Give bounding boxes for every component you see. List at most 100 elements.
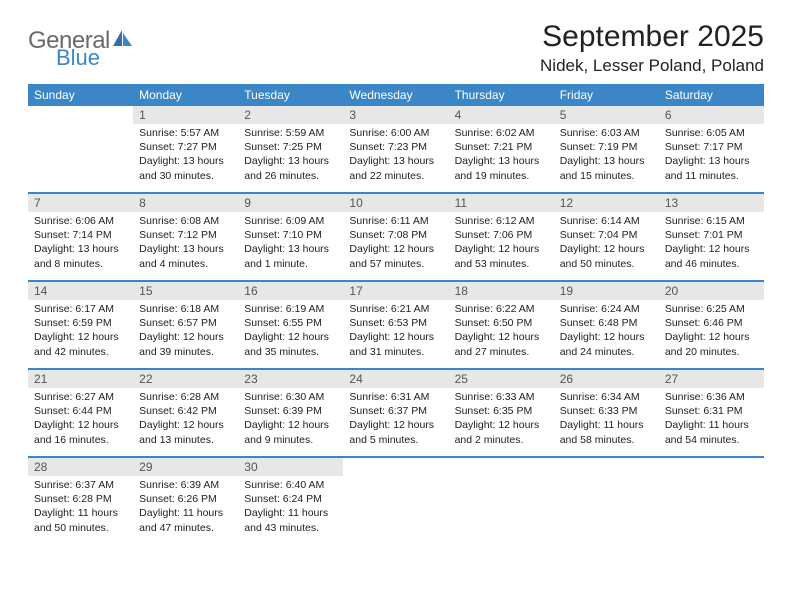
day-number: 29 (133, 458, 238, 476)
cell-line: Daylight: 12 hours (665, 330, 758, 344)
weekday-header: Monday (133, 84, 238, 106)
day-number (28, 106, 133, 124)
day-number (343, 458, 448, 476)
day-number: 16 (238, 282, 343, 300)
calendar-cell: 21Sunrise: 6:27 AMSunset: 6:44 PMDayligh… (28, 370, 133, 456)
day-number: 19 (554, 282, 659, 300)
cell-line: Daylight: 13 hours (139, 242, 232, 256)
cell-line: Daylight: 12 hours (560, 330, 653, 344)
cell-body: Sunrise: 6:15 AMSunset: 7:01 PMDaylight:… (659, 212, 764, 277)
cell-line: Sunset: 6:57 PM (139, 316, 232, 330)
calendar-body: 1Sunrise: 5:57 AMSunset: 7:27 PMDaylight… (28, 106, 764, 544)
cell-body (659, 476, 764, 484)
cell-body: Sunrise: 6:39 AMSunset: 6:26 PMDaylight:… (133, 476, 238, 541)
cell-line: Sunset: 6:48 PM (560, 316, 653, 330)
location-subtitle: Nidek, Lesser Poland, Poland (540, 56, 764, 76)
day-number: 3 (343, 106, 448, 124)
calendar-cell: 25Sunrise: 6:33 AMSunset: 6:35 PMDayligh… (449, 370, 554, 456)
calendar-cell: 15Sunrise: 6:18 AMSunset: 6:57 PMDayligh… (133, 282, 238, 368)
cell-body: Sunrise: 6:30 AMSunset: 6:39 PMDaylight:… (238, 388, 343, 453)
day-number: 2 (238, 106, 343, 124)
cell-line: Daylight: 13 hours (139, 154, 232, 168)
cell-line: Daylight: 12 hours (665, 242, 758, 256)
cell-line: Sunset: 7:04 PM (560, 228, 653, 242)
weekday-header: Friday (554, 84, 659, 106)
weekday-header: Thursday (449, 84, 554, 106)
cell-body: Sunrise: 6:33 AMSunset: 6:35 PMDaylight:… (449, 388, 554, 453)
cell-body: Sunrise: 6:19 AMSunset: 6:55 PMDaylight:… (238, 300, 343, 365)
cell-body: Sunrise: 6:08 AMSunset: 7:12 PMDaylight:… (133, 212, 238, 277)
cell-line: and 5 minutes. (349, 433, 442, 447)
cell-line: and 1 minute. (244, 257, 337, 271)
cell-line: and 35 minutes. (244, 345, 337, 359)
cell-line: and 54 minutes. (665, 433, 758, 447)
cell-line: Daylight: 12 hours (349, 330, 442, 344)
cell-body (554, 476, 659, 484)
day-number: 13 (659, 194, 764, 212)
day-number (554, 458, 659, 476)
cell-line: Sunrise: 6:39 AM (139, 478, 232, 492)
cell-body: Sunrise: 6:03 AMSunset: 7:19 PMDaylight:… (554, 124, 659, 189)
cell-line: Sunrise: 6:28 AM (139, 390, 232, 404)
cell-line: Sunrise: 6:33 AM (455, 390, 548, 404)
cell-line: and 4 minutes. (139, 257, 232, 271)
cell-line: and 57 minutes. (349, 257, 442, 271)
cell-body: Sunrise: 6:02 AMSunset: 7:21 PMDaylight:… (449, 124, 554, 189)
cell-body: Sunrise: 6:27 AMSunset: 6:44 PMDaylight:… (28, 388, 133, 453)
cell-line: Sunrise: 6:36 AM (665, 390, 758, 404)
cell-body: Sunrise: 6:05 AMSunset: 7:17 PMDaylight:… (659, 124, 764, 189)
calendar-cell (449, 458, 554, 544)
cell-line: Sunset: 6:42 PM (139, 404, 232, 418)
day-number: 28 (28, 458, 133, 476)
day-number: 17 (343, 282, 448, 300)
cell-line: Daylight: 12 hours (349, 242, 442, 256)
cell-body: Sunrise: 5:57 AMSunset: 7:27 PMDaylight:… (133, 124, 238, 189)
calendar-cell: 7Sunrise: 6:06 AMSunset: 7:14 PMDaylight… (28, 194, 133, 280)
cell-line: Daylight: 12 hours (455, 418, 548, 432)
cell-line: Sunrise: 6:06 AM (34, 214, 127, 228)
cell-line: and 53 minutes. (455, 257, 548, 271)
calendar-cell: 6Sunrise: 6:05 AMSunset: 7:17 PMDaylight… (659, 106, 764, 192)
cell-line: Sunset: 6:39 PM (244, 404, 337, 418)
cell-body: Sunrise: 6:00 AMSunset: 7:23 PMDaylight:… (343, 124, 448, 189)
cell-line: Sunset: 6:50 PM (455, 316, 548, 330)
cell-line: Sunrise: 6:11 AM (349, 214, 442, 228)
calendar-cell: 11Sunrise: 6:12 AMSunset: 7:06 PMDayligh… (449, 194, 554, 280)
calendar-cell: 17Sunrise: 6:21 AMSunset: 6:53 PMDayligh… (343, 282, 448, 368)
cell-line: Sunrise: 6:14 AM (560, 214, 653, 228)
day-number: 7 (28, 194, 133, 212)
calendar-cell: 23Sunrise: 6:30 AMSunset: 6:39 PMDayligh… (238, 370, 343, 456)
cell-line: Daylight: 11 hours (244, 506, 337, 520)
cell-line: Daylight: 13 hours (455, 154, 548, 168)
calendar-cell (659, 458, 764, 544)
cell-body: Sunrise: 6:25 AMSunset: 6:46 PMDaylight:… (659, 300, 764, 365)
day-number: 25 (449, 370, 554, 388)
cell-line: Sunset: 7:08 PM (349, 228, 442, 242)
cell-line: Sunset: 6:31 PM (665, 404, 758, 418)
cell-line: Sunrise: 6:25 AM (665, 302, 758, 316)
cell-line: Sunrise: 6:19 AM (244, 302, 337, 316)
cell-line: Sunrise: 6:37 AM (34, 478, 127, 492)
cell-line: Daylight: 11 hours (139, 506, 232, 520)
day-number: 5 (554, 106, 659, 124)
cell-line: Sunrise: 6:02 AM (455, 126, 548, 140)
cell-line: and 42 minutes. (34, 345, 127, 359)
calendar-cell: 1Sunrise: 5:57 AMSunset: 7:27 PMDaylight… (133, 106, 238, 192)
calendar-cell: 29Sunrise: 6:39 AMSunset: 6:26 PMDayligh… (133, 458, 238, 544)
calendar: SundayMondayTuesdayWednesdayThursdayFrid… (28, 84, 764, 544)
day-number: 11 (449, 194, 554, 212)
cell-line: and 47 minutes. (139, 521, 232, 535)
calendar-cell: 3Sunrise: 6:00 AMSunset: 7:23 PMDaylight… (343, 106, 448, 192)
cell-line: Sunrise: 6:15 AM (665, 214, 758, 228)
calendar-cell (554, 458, 659, 544)
cell-body: Sunrise: 6:37 AMSunset: 6:28 PMDaylight:… (28, 476, 133, 541)
calendar-week: 7Sunrise: 6:06 AMSunset: 7:14 PMDaylight… (28, 194, 764, 282)
day-number: 21 (28, 370, 133, 388)
logo: General Blue (28, 20, 134, 69)
cell-line: and 20 minutes. (665, 345, 758, 359)
calendar-cell: 8Sunrise: 6:08 AMSunset: 7:12 PMDaylight… (133, 194, 238, 280)
cell-line: Sunrise: 5:57 AM (139, 126, 232, 140)
cell-line: and 27 minutes. (455, 345, 548, 359)
cell-body: Sunrise: 6:21 AMSunset: 6:53 PMDaylight:… (343, 300, 448, 365)
day-number: 14 (28, 282, 133, 300)
